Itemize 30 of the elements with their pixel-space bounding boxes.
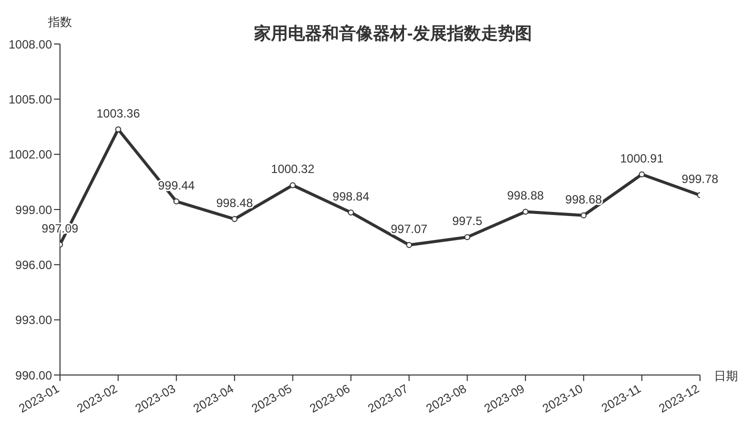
data-label: 1000.32	[271, 162, 315, 176]
point	[115, 126, 122, 132]
y-tick-label: 990.00	[15, 368, 52, 382]
data-label: 1003.36	[96, 106, 140, 120]
point	[232, 216, 238, 222]
point	[638, 171, 645, 178]
point	[580, 212, 587, 218]
y-tick-label: 993.00	[15, 313, 52, 328]
data-label: 999.78	[682, 172, 719, 186]
data-label: 998.88	[507, 188, 544, 203]
y-tick-label: 1005.00	[8, 92, 52, 106]
point	[522, 208, 528, 215]
point	[348, 209, 354, 216]
data-label: 997.5	[452, 214, 483, 228]
chart-title: 家用电器和音像器材-发展指数走势图	[254, 24, 532, 43]
y-tick-label: 1008.00	[8, 37, 52, 52]
x-axis-title: 日期	[714, 368, 738, 385]
point	[173, 198, 180, 204]
y-tick-label: 1002.00	[8, 148, 52, 162]
y-axis-title: 指数	[48, 14, 72, 31]
data-label: 998.84	[332, 189, 370, 204]
y-tick-label: 999.00	[15, 202, 52, 217]
data-label: 1000.91	[620, 151, 664, 166]
point	[290, 182, 296, 188]
data-label: 998.68	[565, 192, 602, 206]
data-label: 998.48	[216, 196, 254, 210]
data-label: 997.07	[390, 222, 428, 236]
point	[464, 234, 470, 240]
y-tick-label: 996.00	[15, 258, 52, 272]
point	[406, 242, 412, 248]
